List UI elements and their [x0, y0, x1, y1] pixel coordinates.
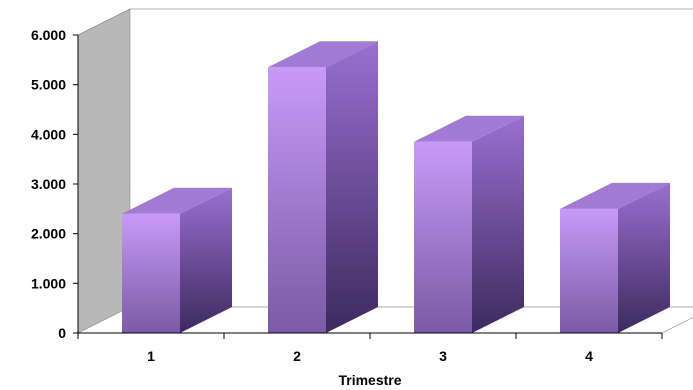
bar-top [560, 182, 670, 209]
x-tick-label: 1 [147, 348, 155, 364]
y-axis-ticks: 0 1.000 2.000 3.000 4.000 5.000 6.000 [31, 27, 78, 341]
bar-top [414, 115, 524, 142]
bar-front [414, 141, 472, 333]
bar [122, 187, 232, 333]
bar-side [618, 182, 670, 333]
bar-top [268, 41, 378, 68]
bar-top [122, 187, 232, 214]
y-tick-label: 6.000 [31, 27, 66, 43]
x-axis-title: Trimestre [338, 372, 401, 388]
bar-side [180, 187, 232, 333]
bars-group [122, 41, 670, 334]
bar-front [122, 213, 180, 333]
bar-front [268, 67, 326, 334]
y-tick-label: 0 [58, 325, 66, 341]
bar-side [326, 41, 378, 334]
bar [414, 115, 524, 334]
y-tick-label: 4.000 [31, 126, 66, 142]
bar-side [472, 115, 524, 334]
x-tick-label: 2 [293, 348, 301, 364]
y-tick-label: 3.000 [31, 176, 66, 192]
y-tick-label: 2.000 [31, 226, 66, 242]
x-axis-ticks: 1 2 3 4 [77, 333, 663, 364]
y-tick-label: 1.000 [31, 275, 66, 291]
x-tick-label: 3 [439, 348, 447, 364]
bar [560, 182, 670, 333]
x-tick-label: 4 [585, 348, 593, 364]
bar [268, 41, 378, 334]
y-tick-label: 5.000 [31, 77, 66, 93]
bar-front [560, 208, 618, 333]
